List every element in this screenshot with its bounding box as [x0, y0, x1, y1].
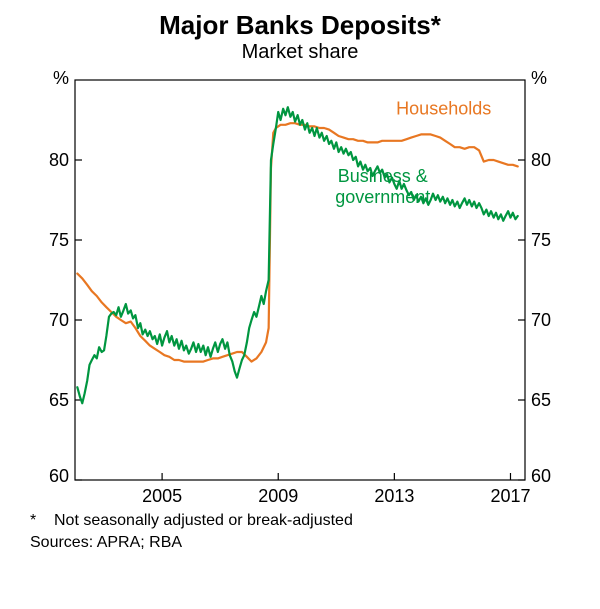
svg-text:2009: 2009 [258, 486, 298, 506]
svg-text:80: 80 [49, 150, 69, 170]
footnote-text: Not seasonally adjusted or break-adjuste… [54, 512, 353, 529]
svg-text:2013: 2013 [374, 486, 414, 506]
svg-text:%: % [531, 70, 547, 88]
sources: Sources: APRA; RBA [30, 534, 570, 552]
svg-text:60: 60 [531, 466, 551, 486]
svg-text:65: 65 [49, 390, 69, 410]
svg-text:75: 75 [531, 230, 551, 250]
chart-container: Major Banks Deposits* Market share 60606… [0, 0, 600, 609]
footnote: *Not seasonally adjusted or break-adjust… [30, 512, 570, 530]
chart-svg: 60 60 65 65 70 70 75 75 80 80%% 2005 2009 2013 2017 [30, 70, 570, 510]
svg-text:75: 75 [49, 230, 69, 250]
chart-subtitle: Market share [0, 41, 600, 64]
svg-text:%: % [53, 70, 69, 88]
svg-text:65: 65 [531, 390, 551, 410]
sources-label: Sources: [30, 534, 93, 551]
chart-title: Major Banks Deposits* [0, 10, 600, 41]
plot-area: 60606565707075758080%%2005200920132017 H… [30, 70, 570, 510]
svg-text:60: 60 [49, 466, 69, 486]
svg-text:70: 70 [49, 310, 69, 330]
svg-text:2005: 2005 [142, 486, 182, 506]
svg-text:70: 70 [531, 310, 551, 330]
svg-text:80: 80 [531, 150, 551, 170]
svg-text:2017: 2017 [490, 486, 530, 506]
footnote-marker: * [30, 512, 54, 530]
sources-text: APRA; RBA [97, 534, 182, 551]
